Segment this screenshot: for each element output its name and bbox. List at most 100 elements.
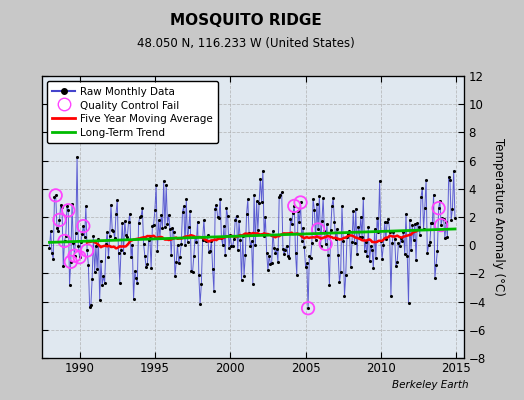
Point bbox=[243, 211, 251, 217]
Point bbox=[316, 242, 325, 249]
Point bbox=[226, 231, 234, 238]
Point bbox=[236, 237, 245, 243]
Point bbox=[355, 234, 364, 240]
Point bbox=[342, 272, 350, 279]
Point bbox=[336, 269, 345, 275]
Point bbox=[297, 199, 305, 206]
Point bbox=[255, 200, 263, 206]
Point bbox=[234, 247, 242, 254]
Point bbox=[177, 240, 185, 247]
Point bbox=[191, 234, 199, 240]
Point bbox=[78, 231, 86, 237]
Point bbox=[354, 224, 363, 230]
Point bbox=[156, 234, 164, 241]
Point bbox=[132, 275, 140, 282]
Point bbox=[340, 293, 348, 299]
Point bbox=[367, 242, 375, 249]
Point bbox=[127, 254, 135, 261]
Point bbox=[320, 228, 329, 234]
Point bbox=[399, 229, 408, 236]
Point bbox=[421, 204, 429, 211]
Point bbox=[257, 199, 266, 206]
Point bbox=[422, 177, 430, 183]
Point bbox=[178, 208, 187, 215]
Point bbox=[103, 228, 112, 235]
Point bbox=[314, 226, 322, 233]
Point bbox=[68, 201, 77, 208]
Point bbox=[85, 304, 94, 310]
Point bbox=[362, 238, 370, 245]
Point bbox=[113, 197, 122, 203]
Point bbox=[288, 220, 296, 227]
Point bbox=[187, 268, 195, 274]
Point bbox=[133, 280, 141, 286]
Point bbox=[440, 216, 448, 222]
Point bbox=[69, 240, 78, 246]
Point bbox=[186, 208, 194, 215]
Point bbox=[246, 242, 255, 249]
Point bbox=[251, 242, 259, 248]
Point bbox=[300, 244, 309, 250]
Point bbox=[417, 194, 425, 200]
Point bbox=[380, 219, 389, 226]
Point bbox=[259, 167, 267, 174]
Point bbox=[358, 234, 366, 240]
Point bbox=[60, 238, 69, 244]
Point bbox=[304, 305, 312, 312]
Point bbox=[339, 238, 347, 244]
Point bbox=[308, 240, 316, 246]
Point bbox=[305, 253, 313, 260]
Point bbox=[338, 203, 346, 209]
Point bbox=[171, 273, 179, 280]
Point bbox=[99, 273, 107, 280]
Point bbox=[357, 214, 365, 220]
Point bbox=[56, 217, 64, 223]
Point bbox=[202, 238, 211, 244]
Point bbox=[314, 226, 322, 233]
Point bbox=[348, 238, 356, 245]
Point bbox=[313, 200, 321, 207]
Point bbox=[159, 178, 168, 184]
Point bbox=[123, 234, 132, 241]
Point bbox=[240, 272, 248, 279]
Point bbox=[88, 276, 96, 282]
Point bbox=[386, 229, 394, 235]
Point bbox=[93, 266, 101, 272]
Point bbox=[324, 252, 332, 258]
Point bbox=[190, 253, 198, 260]
Point bbox=[309, 196, 318, 202]
Point bbox=[117, 247, 125, 253]
Point bbox=[392, 262, 400, 269]
Point bbox=[77, 239, 85, 245]
Point bbox=[129, 296, 138, 302]
Point bbox=[378, 256, 386, 262]
Point bbox=[432, 262, 440, 268]
Point bbox=[383, 218, 391, 225]
Point bbox=[182, 196, 191, 203]
Point bbox=[235, 218, 243, 225]
Point bbox=[370, 226, 379, 232]
Point bbox=[166, 226, 174, 233]
Point bbox=[155, 217, 163, 223]
Point bbox=[119, 249, 128, 256]
Point bbox=[414, 224, 423, 230]
Point bbox=[54, 228, 62, 235]
Point bbox=[295, 219, 303, 225]
Point bbox=[142, 264, 150, 270]
Point bbox=[345, 228, 354, 234]
Point bbox=[215, 214, 223, 221]
Point bbox=[344, 230, 353, 237]
Point bbox=[167, 252, 176, 258]
Point bbox=[170, 228, 178, 235]
Point bbox=[188, 269, 196, 275]
Point bbox=[307, 255, 315, 262]
Point bbox=[53, 225, 61, 231]
Point bbox=[124, 219, 133, 225]
Point bbox=[271, 250, 280, 256]
Point bbox=[206, 248, 214, 255]
Point bbox=[390, 236, 399, 242]
Point bbox=[384, 216, 392, 222]
Point bbox=[230, 236, 238, 242]
Point bbox=[220, 223, 228, 229]
Point bbox=[400, 251, 409, 257]
